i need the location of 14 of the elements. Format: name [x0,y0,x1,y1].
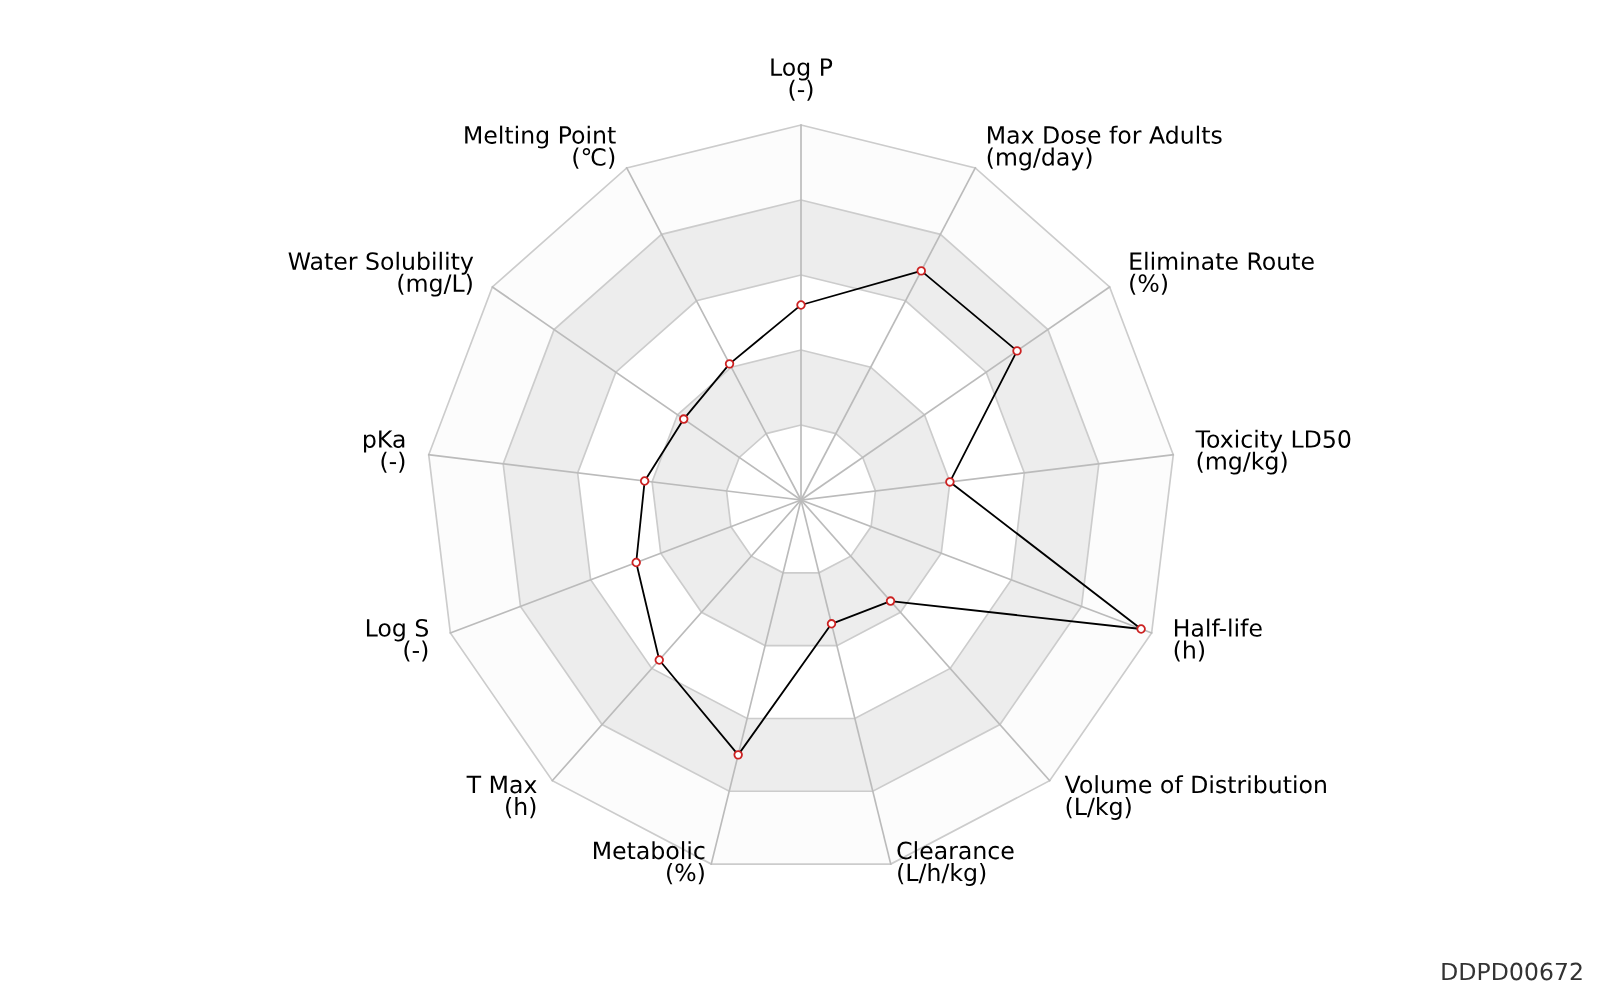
spoke-label: Log S (-) [366,618,429,662]
spoke-label: Half-life (h) [1174,618,1262,662]
spoke-label: Log P (-) [771,58,833,101]
spoke-label: Water Solubility (mg/L) [288,251,474,297]
spoke-label: Melting Point (℃) [465,125,616,169]
spoke-label: Max Dose for Adults (mg/day) [987,125,1222,171]
spoke-label: Eliminate Route (%) [1130,251,1314,295]
spoke-label: Volume of Distribution (L/kg) [1064,775,1326,820]
spoke-label: pKa (-) [364,430,405,473]
spoke-label: T Max (h) [466,775,537,819]
spoke-label: Clearance (L/h/kg) [897,841,1014,886]
text: DDPD00672 [1442,962,1582,981]
spoke-label: Toxicity LD50 (mg/kg) [1195,429,1351,475]
spoke-label: Metabolic (%) [594,841,705,885]
